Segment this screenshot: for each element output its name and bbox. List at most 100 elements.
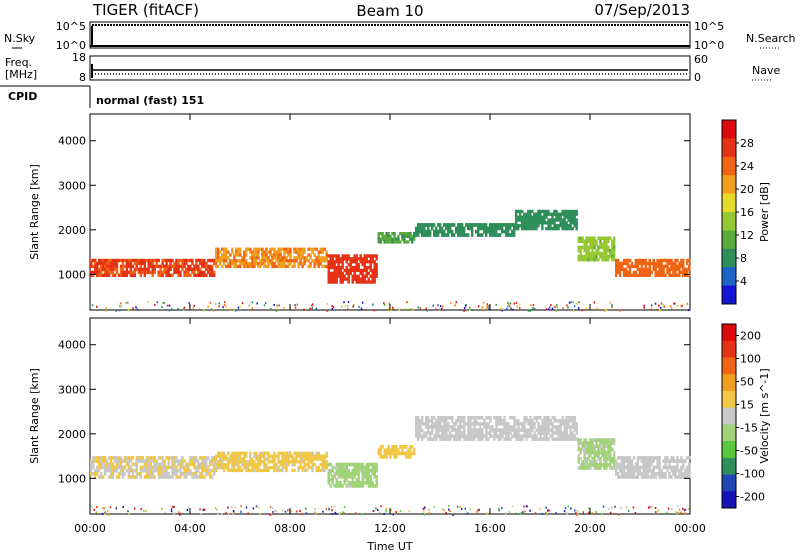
velocity-cell (674, 468, 677, 473)
power-cell (525, 218, 528, 222)
power-cell (507, 233, 510, 237)
velocity-cell (329, 478, 332, 482)
power-cell (425, 229, 428, 234)
power-cell (435, 226, 438, 231)
power-cell (409, 232, 412, 236)
power-cell (491, 229, 494, 234)
velocity-cell (611, 438, 614, 442)
velocity-cell (341, 472, 344, 476)
velocity-cell (199, 475, 202, 479)
velocity-cell (467, 428, 470, 432)
power-cell (507, 226, 510, 231)
velocity-cell (441, 428, 444, 432)
velocity-cell (523, 425, 526, 429)
velocity-cell (561, 422, 564, 426)
power-cell (207, 270, 210, 275)
velocity-cell (599, 460, 602, 464)
velocity-cell (179, 468, 182, 473)
velocity-cell (147, 468, 150, 473)
power-cell (155, 264, 158, 269)
velocity-cell (331, 465, 334, 470)
power-colorbar-label: Power [dB] (758, 182, 771, 242)
velocity-cell (217, 460, 220, 464)
power-cell (237, 259, 240, 263)
power-cell (365, 257, 368, 261)
power-cell (563, 221, 566, 225)
velocity-cell (405, 445, 408, 449)
velocity-cell (417, 437, 420, 441)
power-cell (367, 280, 370, 284)
velocity-speckle (445, 511, 447, 514)
velocity-speckle (301, 513, 303, 516)
power-cell (417, 226, 420, 231)
power-speckle (578, 301, 580, 304)
velocity-cell (607, 453, 610, 458)
power-cell (237, 264, 240, 269)
power-cell (670, 261, 673, 266)
power-cell (527, 227, 530, 231)
power-cell (531, 221, 534, 225)
power-cell (529, 215, 532, 219)
velocity-cell (327, 472, 330, 476)
power-cell (271, 247, 274, 251)
velocity-cell (660, 475, 663, 479)
power-cell (343, 268, 346, 273)
velocity-speckle (203, 508, 206, 511)
power-cell (672, 264, 675, 269)
velocity-speckle (325, 507, 328, 510)
power-cell (301, 250, 304, 254)
velocity-cell (257, 454, 260, 458)
power-cell (487, 229, 490, 234)
velocity-cell (676, 459, 679, 463)
velocity-cell (355, 484, 358, 488)
power-cell (125, 261, 129, 266)
velocity-cell (680, 475, 683, 479)
velocity-cell (680, 456, 683, 460)
velocity-cell (491, 434, 494, 438)
power-speckle (248, 304, 251, 307)
velocity-cell (593, 453, 596, 458)
velocity-cell (355, 465, 358, 470)
velocity-cell (509, 428, 512, 432)
power-cell (113, 264, 117, 269)
power-cell (620, 267, 624, 272)
velocity-cell (191, 459, 194, 463)
velocity-cell (670, 465, 673, 470)
velocity-cell (547, 419, 550, 423)
power-cell (401, 234, 404, 238)
velocity-cell (193, 456, 196, 460)
power-cell (549, 221, 552, 225)
power-cell (351, 280, 354, 284)
power-cell (191, 267, 194, 272)
power-cell (395, 240, 398, 244)
power-cell (269, 259, 272, 263)
velocity-cell (459, 416, 462, 420)
power-speckle (673, 302, 675, 305)
velocity-cell (177, 475, 180, 479)
power-speckle (264, 302, 267, 305)
velocity-cell (551, 425, 554, 429)
power-cell (209, 264, 212, 269)
velocity-cell (597, 463, 600, 467)
velocity-cell (615, 465, 618, 470)
velocity-cell (269, 466, 272, 470)
power-cell (511, 233, 514, 237)
velocity-cell (583, 466, 586, 470)
velocity-cell (642, 475, 645, 479)
power-ylabel: Slant Range [km] (28, 164, 41, 260)
power-speckle (294, 304, 296, 307)
velocity-cell (597, 450, 600, 455)
velocity-cell (201, 456, 204, 460)
velocity-cell (455, 428, 458, 432)
velocity-cell (676, 456, 679, 460)
velocity-speckle (498, 507, 500, 510)
power-cell (255, 250, 258, 254)
velocity-cell (563, 422, 566, 426)
velocity-speckle (378, 511, 381, 514)
velocity-speckle (576, 513, 579, 516)
power-cell (662, 258, 665, 263)
velocity-cell (197, 468, 200, 473)
power-cell (363, 257, 366, 261)
velocity-cell (339, 484, 342, 488)
